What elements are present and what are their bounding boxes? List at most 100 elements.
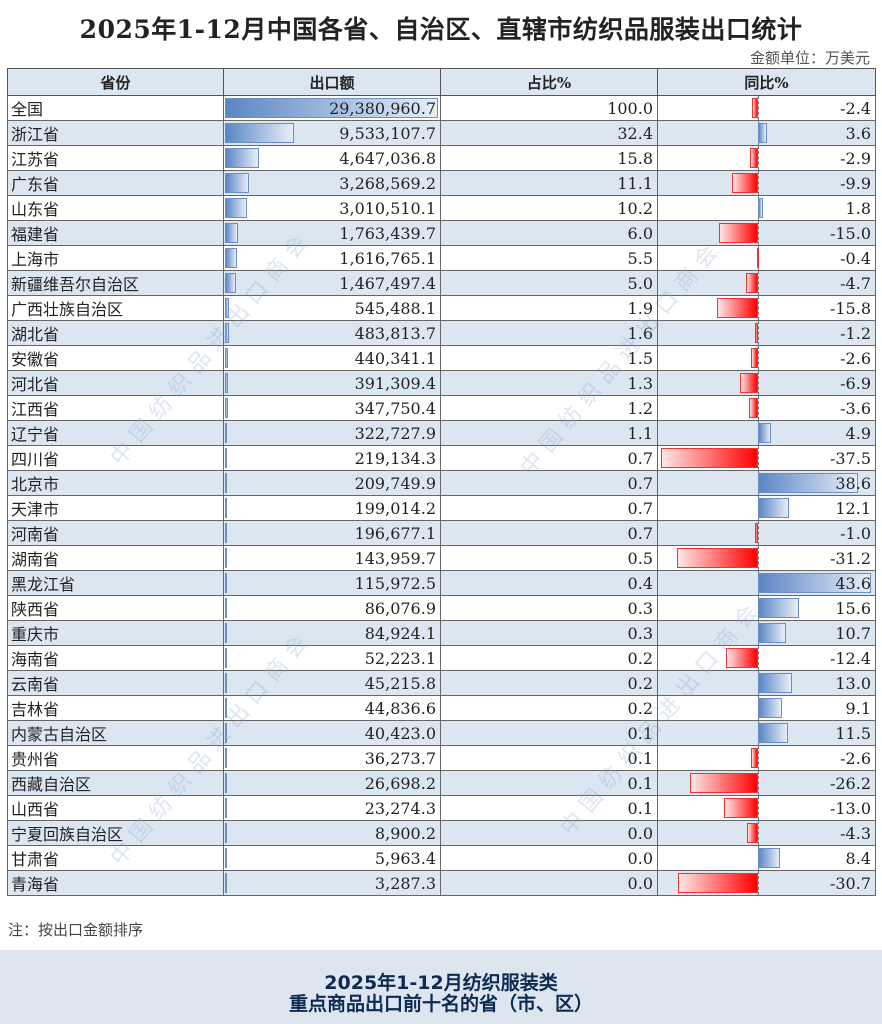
share-cell: 0.2 bbox=[440, 670, 658, 696]
yoy-bar-negative bbox=[660, 448, 758, 468]
yoy-axis bbox=[758, 746, 759, 770]
yoy-bar-positive bbox=[758, 848, 780, 868]
yoy-cell: 9.1 bbox=[657, 695, 876, 721]
province-name: 河北省 bbox=[7, 370, 224, 396]
share-value: 10.2 bbox=[617, 198, 653, 218]
yoy-value: -13.0 bbox=[829, 798, 871, 818]
province-name: 福建省 bbox=[7, 220, 224, 246]
amount-value: 36,273.7 bbox=[364, 748, 436, 768]
yoy-axis bbox=[758, 171, 759, 195]
amount-cell: 44,836.6 bbox=[223, 695, 441, 721]
amount-value: 23,274.3 bbox=[364, 798, 436, 818]
share-value: 15.8 bbox=[617, 148, 653, 168]
share-cell: 0.7 bbox=[440, 470, 658, 496]
amount-value: 483,813.7 bbox=[354, 323, 436, 343]
amount-cell: 143,959.7 bbox=[223, 545, 441, 571]
amount-bar bbox=[225, 523, 227, 543]
page-title: 2025年1-12月中国各省、自治区、直辖市纺织品服装出口统计 bbox=[79, 15, 803, 44]
share-value: 32.4 bbox=[617, 123, 653, 143]
province-name: 北京市 bbox=[7, 470, 224, 496]
yoy-value: 10.7 bbox=[835, 623, 871, 643]
yoy-value: -4.7 bbox=[840, 273, 871, 293]
amount-bar bbox=[225, 198, 247, 218]
share-value: 0.1 bbox=[627, 798, 653, 818]
share-cell: 1.6 bbox=[440, 320, 658, 346]
amount-cell: 545,488.1 bbox=[223, 295, 441, 321]
yoy-value: -6.9 bbox=[840, 373, 871, 393]
header-province: 省份 bbox=[7, 68, 224, 96]
amount-cell: 8,900.2 bbox=[223, 820, 441, 846]
amount-cell: 36,273.7 bbox=[223, 745, 441, 771]
amount-cell: 209,749.9 bbox=[223, 470, 441, 496]
share-cell: 0.0 bbox=[440, 870, 658, 896]
amount-bar bbox=[225, 248, 237, 268]
amount-cell: 5,963.4 bbox=[223, 845, 441, 871]
yoy-bar-positive bbox=[758, 673, 792, 693]
share-value: 0.0 bbox=[627, 823, 653, 843]
share-cell: 0.1 bbox=[440, 795, 658, 821]
amount-bar bbox=[225, 848, 227, 868]
share-cell: 0.0 bbox=[440, 820, 658, 846]
share-value: 1.5 bbox=[627, 348, 653, 368]
share-cell: 0.7 bbox=[440, 520, 658, 546]
amount-value: 29,380,960.7 bbox=[329, 98, 436, 118]
amount-value: 52,223.1 bbox=[364, 648, 436, 668]
yoy-bar-negative bbox=[724, 798, 758, 818]
yoy-cell: 1.8 bbox=[657, 195, 876, 221]
amount-bar bbox=[225, 748, 227, 768]
share-cell: 0.5 bbox=[440, 545, 658, 571]
amount-value: 40,423.0 bbox=[364, 723, 436, 743]
amount-bar bbox=[225, 498, 227, 518]
yoy-cell: -30.7 bbox=[657, 870, 876, 896]
table-row: 广西壮族自治区 545,488.1 1.9 -15.8 bbox=[7, 295, 876, 321]
yoy-cell: -3.6 bbox=[657, 395, 876, 421]
province-name: 内蒙古自治区 bbox=[7, 720, 224, 746]
amount-cell: 322,727.9 bbox=[223, 420, 441, 446]
table-row: 山西省 23,274.3 0.1 -13.0 bbox=[7, 795, 876, 821]
amount-bar bbox=[225, 298, 229, 318]
share-value: 6.0 bbox=[627, 223, 653, 243]
amount-bar bbox=[225, 348, 229, 368]
share-cell: 0.0 bbox=[440, 845, 658, 871]
yoy-axis bbox=[758, 271, 759, 295]
table-row: 重庆市 84,924.1 0.3 10.7 bbox=[7, 620, 876, 646]
share-value: 0.7 bbox=[627, 448, 653, 468]
yoy-cell: -6.9 bbox=[657, 370, 876, 396]
amount-value: 143,959.7 bbox=[354, 548, 436, 568]
yoy-bar-negative bbox=[676, 548, 758, 568]
yoy-bar-negative bbox=[740, 373, 758, 393]
yoy-value: -2.6 bbox=[840, 348, 871, 368]
footer-banner: 2025年1-12月纺织服装类 重点商品出口前十名的省（市、区） bbox=[0, 950, 882, 1024]
yoy-cell: 8.4 bbox=[657, 845, 876, 871]
footnote: 注：按出口金额排序 bbox=[8, 921, 144, 939]
province-name: 广西壮族自治区 bbox=[7, 295, 224, 321]
table-row: 上海市 1,616,765.1 5.5 -0.4 bbox=[7, 245, 876, 271]
amount-value: 45,215.8 bbox=[364, 673, 436, 693]
yoy-cell: -12.4 bbox=[657, 645, 876, 671]
province-name: 河南省 bbox=[7, 520, 224, 546]
amount-bar bbox=[225, 398, 228, 418]
amount-value: 196,677.1 bbox=[354, 523, 436, 543]
yoy-bar-negative bbox=[745, 273, 758, 293]
share-cell: 0.1 bbox=[440, 720, 658, 746]
yoy-cell: -9.9 bbox=[657, 170, 876, 196]
table-row: 浙江省 9,533,107.7 32.4 3.6 bbox=[7, 120, 876, 146]
yoy-axis bbox=[758, 646, 759, 670]
yoy-value: -2.4 bbox=[840, 98, 871, 118]
province-name: 宁夏回族自治区 bbox=[7, 820, 224, 846]
amount-value: 3,010,510.1 bbox=[339, 198, 436, 218]
yoy-cell: 12.1 bbox=[657, 495, 876, 521]
amount-bar bbox=[225, 423, 228, 443]
yoy-value: 12.1 bbox=[835, 498, 871, 518]
amount-value: 9,533,107.7 bbox=[339, 123, 436, 143]
yoy-bar-negative bbox=[732, 173, 758, 193]
amount-bar bbox=[225, 623, 227, 643]
yoy-bar-positive bbox=[758, 598, 799, 618]
yoy-cell: -4.3 bbox=[657, 820, 876, 846]
yoy-axis bbox=[758, 346, 759, 370]
yoy-value: -12.4 bbox=[829, 648, 871, 668]
table-row: 河北省 391,309.4 1.3 -6.9 bbox=[7, 370, 876, 396]
amount-cell: 1,616,765.1 bbox=[223, 245, 441, 271]
province-name: 辽宁省 bbox=[7, 420, 224, 446]
share-value: 100.0 bbox=[607, 98, 653, 118]
